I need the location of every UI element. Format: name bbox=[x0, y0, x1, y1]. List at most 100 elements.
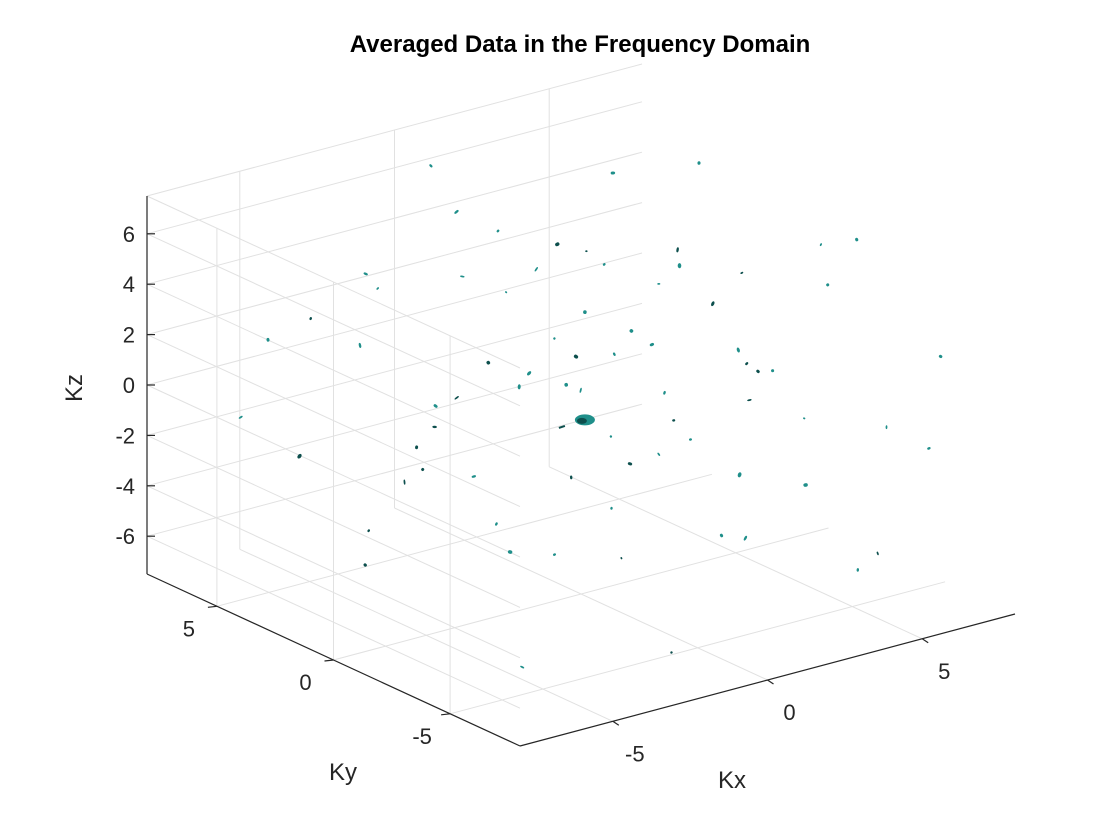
data-point bbox=[429, 164, 433, 168]
x-tick-mark bbox=[612, 720, 620, 726]
data-point bbox=[358, 342, 362, 348]
data-point bbox=[736, 347, 740, 353]
data-point bbox=[496, 229, 500, 233]
data-point bbox=[756, 369, 760, 374]
z-tick-label: -6 bbox=[115, 524, 135, 549]
data-point bbox=[433, 404, 438, 408]
y-gridline bbox=[333, 527, 829, 661]
data-point bbox=[771, 369, 775, 373]
data-point bbox=[534, 267, 538, 272]
y-tick-label: 5 bbox=[183, 616, 195, 641]
y-tick-label: 0 bbox=[299, 670, 311, 695]
data-point bbox=[610, 506, 613, 510]
data-point bbox=[711, 301, 715, 307]
y-tick-mark bbox=[207, 605, 217, 608]
data-point bbox=[689, 438, 692, 441]
data-point bbox=[719, 533, 724, 538]
data-point bbox=[927, 447, 931, 450]
data-point bbox=[297, 453, 302, 459]
data-point bbox=[826, 283, 830, 287]
data-point bbox=[432, 425, 437, 429]
data-point bbox=[555, 242, 560, 247]
data-point bbox=[460, 275, 465, 278]
data-point bbox=[238, 415, 243, 419]
data-point bbox=[585, 250, 588, 253]
data-point bbox=[415, 445, 419, 450]
data-point bbox=[403, 479, 406, 485]
data-point bbox=[454, 209, 459, 214]
y-gridline bbox=[449, 581, 946, 715]
z-tick-label: 0 bbox=[123, 373, 135, 398]
data-point bbox=[610, 171, 616, 175]
y-axis-label: Ky bbox=[329, 759, 357, 786]
data-point bbox=[602, 263, 606, 266]
data-point bbox=[649, 342, 655, 347]
data-point bbox=[627, 462, 633, 466]
data-point bbox=[697, 161, 701, 165]
data-point bbox=[737, 472, 742, 478]
data-point bbox=[657, 452, 661, 456]
data-point bbox=[583, 310, 587, 314]
data-point bbox=[507, 550, 513, 554]
data-point bbox=[620, 557, 623, 560]
data-point bbox=[677, 263, 682, 269]
data-points-layer bbox=[238, 161, 943, 669]
x-axis-label: Kx bbox=[718, 767, 746, 794]
data-point bbox=[747, 399, 752, 402]
data-point bbox=[663, 390, 666, 395]
data-point bbox=[363, 563, 367, 567]
data-point bbox=[376, 287, 379, 290]
data-point bbox=[421, 467, 425, 472]
data-point bbox=[885, 425, 888, 430]
y-tick-mark bbox=[441, 713, 451, 716]
chart-title: Averaged Data in the Frequency Domain bbox=[350, 31, 811, 58]
data-point bbox=[612, 352, 616, 357]
data-point bbox=[740, 271, 744, 274]
data-point bbox=[526, 371, 532, 376]
data-point bbox=[471, 475, 476, 478]
data-point bbox=[569, 475, 573, 480]
data-point bbox=[454, 396, 459, 400]
data-point bbox=[856, 568, 860, 572]
central-blob-shade bbox=[576, 417, 587, 424]
z-tick-label: 4 bbox=[123, 272, 135, 297]
data-point bbox=[367, 529, 370, 533]
z-axis-label: Kz bbox=[61, 374, 88, 402]
x-tick-label: 5 bbox=[938, 659, 950, 684]
data-point bbox=[517, 384, 521, 390]
grid-layer bbox=[146, 63, 946, 722]
data-point bbox=[657, 282, 661, 285]
y-gridline bbox=[216, 473, 713, 607]
data-point bbox=[486, 360, 491, 365]
data-point bbox=[573, 354, 579, 359]
data-point bbox=[564, 382, 569, 387]
data-point bbox=[672, 419, 676, 422]
data-point bbox=[938, 354, 943, 359]
data-point bbox=[558, 424, 566, 429]
data-point bbox=[579, 387, 582, 393]
data-point bbox=[676, 247, 679, 253]
data-point bbox=[505, 291, 508, 294]
y-tick-mark bbox=[324, 659, 334, 662]
data-point bbox=[743, 535, 748, 541]
data-point bbox=[819, 243, 822, 247]
data-point bbox=[609, 435, 613, 438]
x-tick-mark bbox=[921, 638, 929, 644]
x-tick-mark bbox=[767, 679, 774, 685]
data-point bbox=[553, 553, 556, 556]
z-tick-label: -2 bbox=[115, 423, 135, 448]
tick-labels-layer: -5 0 5 -5 0 5 -6 -4 -2 0 2 4 6 bbox=[115, 222, 950, 766]
data-point bbox=[520, 665, 525, 669]
x-tick-label: 0 bbox=[783, 700, 795, 725]
z-tick-label: -4 bbox=[115, 474, 135, 499]
data-point bbox=[553, 337, 556, 340]
y-tick-label: -5 bbox=[412, 724, 432, 749]
data-point bbox=[803, 417, 806, 420]
data-point bbox=[803, 483, 808, 487]
data-point bbox=[495, 522, 498, 526]
data-point bbox=[266, 337, 270, 342]
data-point bbox=[745, 362, 749, 366]
data-point bbox=[855, 237, 859, 242]
z-tick-label: 6 bbox=[123, 222, 135, 247]
